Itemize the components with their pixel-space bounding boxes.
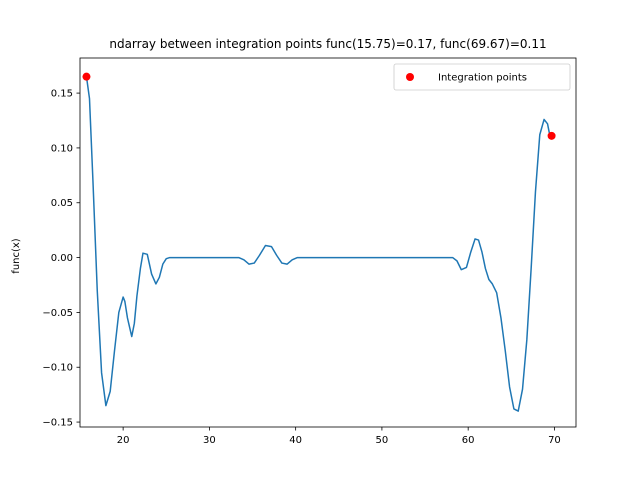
- x-tick-label-1: 30: [203, 435, 216, 446]
- y-tick-label-5: 0.10: [51, 143, 73, 154]
- x-tick-label-0: 20: [117, 435, 130, 446]
- y-tick-label-3: 0.00: [51, 253, 73, 264]
- legend: Integration points: [393, 63, 571, 91]
- legend-label: Integration points: [438, 73, 527, 84]
- y-tick-label-1: −0.10: [42, 363, 73, 374]
- series-line-0: [85, 76, 553, 412]
- x-tick-label-3: 50: [376, 435, 389, 446]
- legend-marker: [406, 73, 414, 81]
- chart-title: ndarray between integration points func(…: [109, 37, 546, 51]
- integration-point-1: [547, 131, 556, 140]
- axes-frame: [79, 57, 577, 428]
- y-tick-label-0: −0.15: [42, 418, 73, 429]
- y-tick-label-2: −0.05: [42, 308, 73, 319]
- legend-box: [393, 63, 571, 91]
- axes: 20 30 40 50 60 70 −0.15 −0.10 −0.05 0.00 0.05 0.10 0…: [42, 57, 577, 446]
- x-tick-label-2: 40: [289, 435, 302, 446]
- x-tick-label-5: 70: [548, 435, 561, 446]
- x-tick-label-4: 60: [462, 435, 475, 446]
- y-tick-label-4: 0.05: [51, 198, 73, 209]
- y-axis-label: func(x): [11, 238, 22, 274]
- integration-point-0: [82, 72, 91, 81]
- plot-area: [82, 72, 556, 412]
- y-tick-label-6: 0.15: [51, 89, 73, 100]
